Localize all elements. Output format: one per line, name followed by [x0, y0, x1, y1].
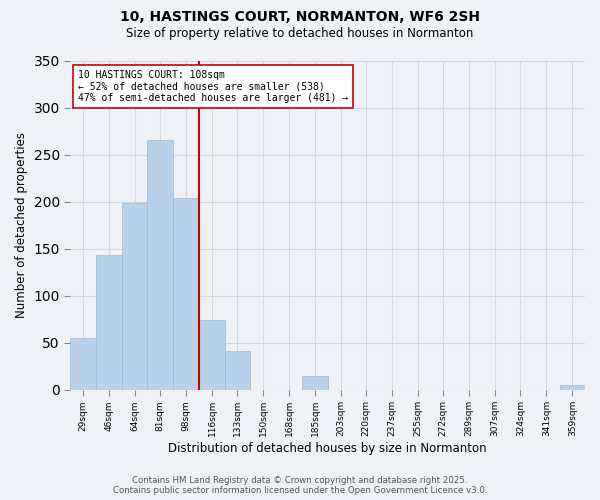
Bar	[302, 376, 328, 390]
Y-axis label: Number of detached properties: Number of detached properties	[15, 132, 28, 318]
Text: 10 HASTINGS COURT: 108sqm
← 52% of detached houses are smaller (538)
47% of semi: 10 HASTINGS COURT: 108sqm ← 52% of detac…	[78, 70, 348, 103]
Bar	[224, 351, 250, 390]
X-axis label: Distribution of detached houses by size in Normanton: Distribution of detached houses by size …	[169, 442, 487, 455]
Text: Size of property relative to detached houses in Normanton: Size of property relative to detached ho…	[127, 28, 473, 40]
Bar	[95, 255, 122, 390]
Bar	[122, 204, 148, 390]
Bar	[148, 140, 173, 390]
Text: Contains HM Land Registry data © Crown copyright and database right 2025.
Contai: Contains HM Land Registry data © Crown c…	[113, 476, 487, 495]
Bar	[199, 320, 224, 390]
Bar	[173, 198, 199, 390]
Bar	[560, 385, 585, 390]
Bar	[70, 338, 95, 390]
Text: 10, HASTINGS COURT, NORMANTON, WF6 2SH: 10, HASTINGS COURT, NORMANTON, WF6 2SH	[120, 10, 480, 24]
